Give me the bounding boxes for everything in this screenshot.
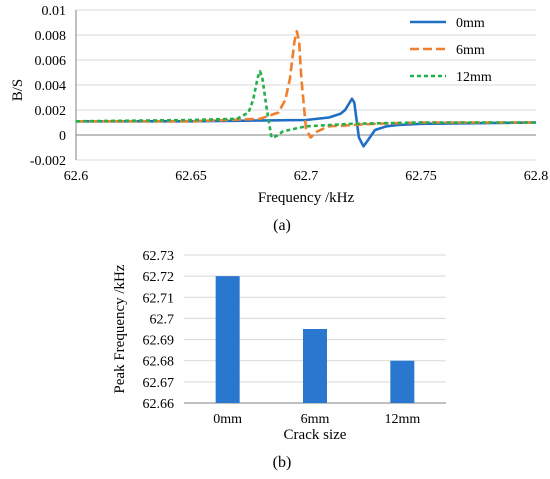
series-line-0mm [76,97,537,148]
x-tick-label: 62.65 [175,169,207,184]
y-tick-label: 0.008 [35,29,67,44]
y-tick-label: 0.006 [35,54,67,69]
x-axis-title: Frequency /kHz [258,190,355,206]
x-tick-label: 62.75 [405,169,437,184]
x-tick-label: 6mm [301,412,330,427]
y-tick-label: 62.66 [143,397,175,412]
series-line-12mm [75,70,536,139]
y-tick-label: 0.002 [35,104,67,119]
y-axis-title: Peak Frequency /kHz [112,264,128,393]
y-tick-label: -0.002 [30,154,66,169]
y-tick-label: 0.01 [42,4,67,19]
x-tick-label: 62.6 [64,169,89,184]
x-tick-label: 62.8 [524,169,549,184]
legend-label: 6mm [456,43,485,58]
y-tick-label: 0 [59,129,66,144]
x-tick-label: 12mm [384,412,420,427]
x-tick-label: 62.7 [294,169,319,184]
x-axis-title: Crack size [284,427,347,443]
y-tick-label: 62.72 [143,270,175,285]
bar-6mm [303,329,327,403]
y-tick-label: 62.7 [150,312,175,327]
caption-b: (b) [273,454,292,471]
y-tick-label: 62.73 [143,249,175,264]
bar-chart-b: 62.66 62.67 62.68 62.69 62.7 62.71 62.72 62.73 0… [112,249,446,471]
caption-a: (a) [273,217,291,234]
y-tick-label: 62.68 [143,355,175,370]
y-tick-label: 62.67 [143,376,175,391]
bar-12mm [390,360,415,403]
y-tick-label: 62.69 [143,334,175,349]
y-tick-label: 0.004 [35,79,67,94]
legend-label: 0mm [456,16,485,31]
bar-0mm [215,276,240,403]
legend-label: 12mm [456,70,492,85]
y-tick-label: 62.71 [143,291,175,306]
y-axis-title: B/S [10,79,26,102]
line-chart-a: -0.002 0 0.002 0.004 0.006 0.008 0.01 62.6 62.65… [10,4,548,234]
x-tick-label: 0mm [213,412,242,427]
